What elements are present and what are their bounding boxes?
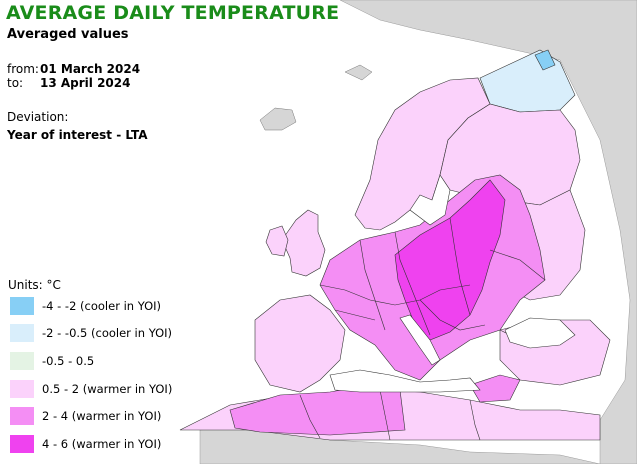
islands [259, 64, 373, 131]
legend-item: -4 - -2 (cooler in YOI) [10, 295, 161, 317]
legend-label: -2 - -0.5 (cooler in YOI) [42, 326, 173, 340]
legend-swatch [10, 407, 34, 425]
to-label: to: [7, 76, 24, 90]
legend-item: 2 - 4 (warmer in YOI) [10, 405, 161, 427]
legend-item: 0.5 - 2 (warmer in YOI) [10, 378, 172, 400]
seas [329, 174, 576, 393]
legend-label: -0.5 - 0.5 [42, 354, 95, 368]
legend-swatch [10, 352, 34, 370]
from-label: from: [7, 62, 39, 76]
legend-label: 4 - 6 (warmer in YOI) [42, 437, 162, 451]
legend-label: -4 - -2 (cooler in YOI) [42, 299, 162, 313]
legend-swatch [10, 435, 34, 453]
map-subtitle: Averaged values [7, 27, 129, 42]
legend-item: -0.5 - 0.5 [10, 350, 94, 372]
legend-swatch [10, 297, 34, 315]
legend-title: Units: °C [8, 278, 61, 292]
legend-swatch [10, 380, 34, 398]
legend-item: 4 - 6 (warmer in YOI) [10, 433, 161, 455]
legend-label: 0.5 - 2 (warmer in YOI) [42, 382, 173, 396]
warm-strong-region [394, 179, 506, 341]
map-title: AVERAGE DAILY TEMPERATURE [6, 2, 340, 24]
deviation-label: Deviation: [7, 110, 69, 124]
legend-label: 2 - 4 (warmer in YOI) [42, 409, 162, 423]
legend-swatch [10, 324, 34, 342]
to-value: 13 April 2024 [40, 76, 131, 90]
legend-item: -2 - -0.5 (cooler in YOI) [10, 322, 172, 344]
deviation-value: Year of interest - LTA [7, 128, 148, 142]
from-value: 01 March 2024 [40, 62, 141, 76]
